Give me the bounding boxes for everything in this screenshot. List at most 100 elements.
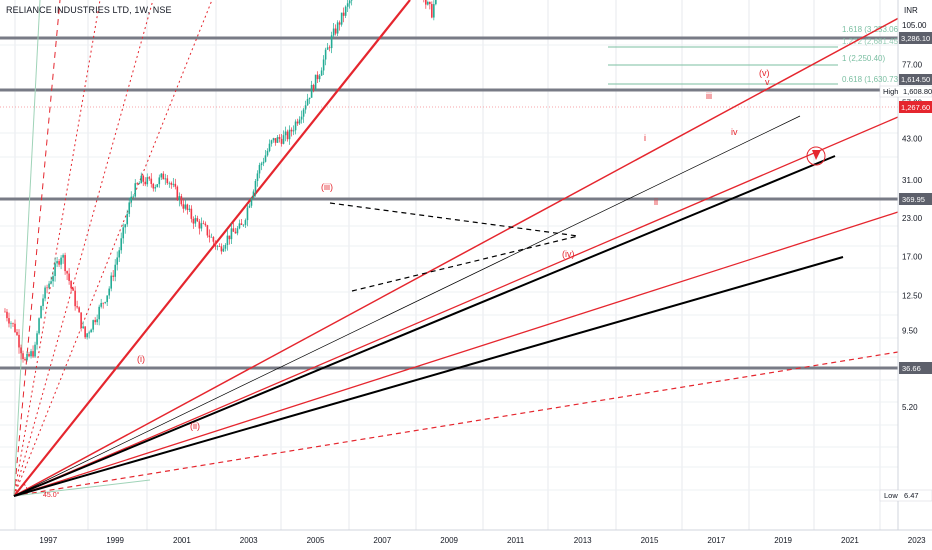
high-text: High: [883, 87, 898, 96]
candle-body: [278, 137, 281, 139]
candle-body: [160, 173, 163, 178]
candle-body: [130, 196, 133, 203]
price-tick-label: 5.20: [902, 403, 918, 412]
candle-body: [84, 326, 86, 338]
candle-body: [220, 246, 223, 252]
subwave-label-ii: ii: [654, 197, 658, 207]
projection-arrowhead: [812, 150, 821, 160]
candle-body: [150, 178, 153, 184]
candle-body: [312, 84, 315, 91]
candle-body: [72, 288, 74, 291]
svg-text:369.95: 369.95: [902, 195, 925, 204]
candle-body: [168, 182, 171, 184]
candle-body: [16, 332, 18, 335]
year-tick-label: 2017: [707, 536, 725, 545]
candle-body: [322, 59, 325, 71]
candle-body: [140, 175, 143, 184]
candle-body: [268, 143, 271, 151]
candle-body: [146, 177, 149, 185]
candle-body: [318, 75, 321, 80]
candle-body: [80, 312, 82, 329]
candle-body: [244, 220, 247, 225]
candle-body: [427, 1, 429, 5]
price-badge-3286: 3,286.10: [899, 32, 932, 44]
year-tick-label: 2013: [574, 536, 592, 545]
year-tick-label: 1999: [106, 536, 124, 545]
price-candles: [4, 0, 437, 363]
candle-body: [172, 183, 175, 185]
time-axis-panel[interactable]: [0, 530, 932, 550]
candle-body: [38, 318, 40, 334]
candle-body: [104, 302, 106, 303]
candle-body: [320, 70, 323, 76]
year-tick-label: 2001: [173, 536, 191, 545]
candle-body: [136, 183, 139, 185]
candle-body: [314, 74, 317, 91]
candle-body: [334, 28, 337, 34]
candle-body: [196, 218, 199, 222]
candle-body: [154, 187, 157, 189]
candle-body: [306, 99, 309, 106]
candle-body: [46, 287, 48, 289]
price-badge-36: 36.66: [899, 362, 932, 374]
candle-body: [4, 311, 6, 313]
candle-body: [254, 180, 257, 192]
candle-body: [42, 298, 44, 307]
candle-body: [200, 223, 203, 229]
svg-text:1,267.60: 1,267.60: [901, 103, 930, 112]
price-badge-high: 1,614.50: [899, 74, 932, 85]
candle-body: [174, 183, 177, 187]
candle-body: [198, 221, 201, 229]
candle-body: [226, 235, 229, 246]
candle-body: [264, 155, 267, 162]
candle-body: [336, 22, 339, 34]
candle-body: [208, 235, 211, 238]
vertical-grid: [14, 0, 881, 530]
candle-body: [8, 318, 10, 324]
candle-body: [202, 223, 205, 224]
candle-body: [74, 290, 76, 307]
candle-body: [332, 28, 335, 36]
candle-body: [54, 263, 56, 277]
candle-body: [162, 173, 165, 180]
candle-body: [214, 241, 217, 247]
candle-body: [228, 235, 231, 240]
candle-body: [204, 223, 207, 226]
candle-body: [348, 0, 351, 4]
candle-body: [144, 181, 147, 185]
gann-angle-label: 45.0°: [43, 491, 60, 499]
candle-body: [328, 47, 331, 49]
candle-body: [338, 22, 341, 25]
candle-body: [70, 280, 72, 289]
candle-body: [344, 6, 347, 16]
candle-body: [298, 119, 301, 124]
candle-body: [62, 255, 64, 258]
candle-body: [342, 12, 345, 16]
candle-body: [152, 183, 155, 189]
candle-body: [425, 0, 427, 5]
candle-body: [182, 204, 185, 209]
candle-body: [6, 311, 8, 319]
year-tick-label: 2003: [240, 536, 258, 545]
candle-body: [302, 109, 305, 117]
subwave-label-iv: iv: [731, 127, 738, 137]
candle-body: [346, 3, 349, 7]
price-badge-low: Low 6.47: [879, 489, 932, 502]
candle-body: [308, 97, 311, 100]
candle-body: [194, 218, 197, 224]
candle-body: [36, 333, 38, 345]
candle-body: [64, 255, 66, 272]
candle-body: [270, 140, 273, 144]
candle-body: [158, 177, 161, 185]
candle-body: [324, 49, 327, 60]
candle-body: [232, 228, 235, 232]
candle-body: [52, 276, 54, 282]
candle-body: [224, 245, 227, 249]
candle-body: [78, 307, 80, 313]
price-tick-label: 9.50: [902, 326, 918, 335]
svg-text:3,286.10: 3,286.10: [901, 34, 930, 43]
candle-body: [262, 161, 265, 164]
candle-body: [435, 0, 437, 5]
candle-body: [110, 275, 112, 289]
